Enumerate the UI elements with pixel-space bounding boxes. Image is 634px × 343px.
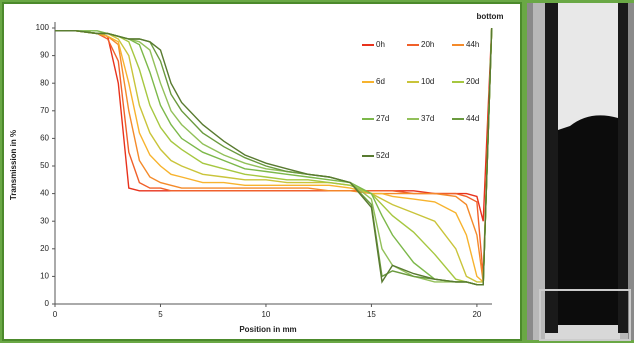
y-tick-label: 80 [40,78,49,87]
legend-label: 20h [421,40,434,49]
legend-label: 27d [376,114,389,123]
y-tick-label: 90 [40,51,49,60]
y-tick-label: 10 [40,272,49,281]
y-axis-label: Transmission in % [9,130,18,200]
legend-label: 44h [466,40,479,49]
legend-label: 37d [421,114,434,123]
data-line [55,27,493,286]
legend-label: 20d [466,77,479,86]
annotation: bottom [476,12,503,21]
x-tick-label: 20 [472,310,481,319]
legend-label: 10d [421,77,434,86]
photo [527,3,634,341]
data-line [55,27,493,283]
x-tick-label: 15 [367,310,376,319]
x-tick-label: 5 [158,310,163,319]
data-line [55,27,493,282]
y-tick-label: 40 [40,189,49,198]
data-line [55,27,493,286]
data-line [55,27,493,284]
data-line [55,27,493,277]
y-tick-label: 60 [40,134,49,143]
legend-label: 44d [466,114,479,123]
x-tick-label: 0 [53,310,58,319]
legend-label: 52d [376,151,389,160]
y-tick-label: 0 [45,299,50,308]
x-tick-label: 10 [261,310,270,319]
y-tick-label: 20 [40,244,49,253]
legend-label: 0h [376,40,385,49]
y-tick-label: 30 [40,216,49,225]
y-tick-label: 70 [40,106,49,115]
x-axis-label: Position in mm [239,325,296,334]
y-tick-label: 100 [36,23,50,32]
legend-label: 6d [376,77,385,86]
y-tick-label: 50 [40,161,49,170]
